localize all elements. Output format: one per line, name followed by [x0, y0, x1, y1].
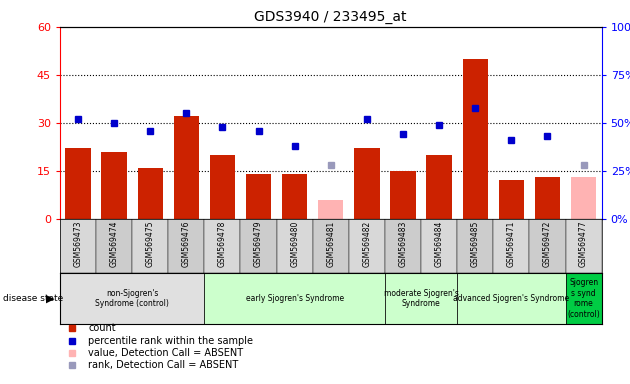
Text: GSM569476: GSM569476	[182, 220, 191, 267]
Bar	[385, 219, 421, 273]
Bar	[318, 200, 343, 219]
Bar	[174, 116, 199, 219]
Text: non-Sjogren's
Syndrome (control): non-Sjogren's Syndrome (control)	[95, 289, 169, 308]
Bar	[60, 273, 204, 324]
Bar	[168, 219, 204, 273]
Bar	[210, 155, 235, 219]
Text: GSM569478: GSM569478	[218, 220, 227, 267]
Text: moderate Sjogren's
Syndrome: moderate Sjogren's Syndrome	[384, 289, 459, 308]
Bar	[566, 273, 602, 324]
Bar	[277, 219, 312, 273]
Text: GSM569485: GSM569485	[471, 220, 479, 267]
Text: disease state: disease state	[3, 294, 64, 303]
Bar	[282, 174, 307, 219]
Bar	[427, 155, 452, 219]
Text: GSM569471: GSM569471	[507, 220, 516, 267]
Bar	[493, 219, 529, 273]
Bar	[246, 174, 271, 219]
Bar	[204, 273, 385, 324]
Text: GSM569474: GSM569474	[110, 220, 118, 267]
Text: GSM569475: GSM569475	[146, 220, 154, 267]
Bar	[241, 219, 277, 273]
Text: ▶: ▶	[46, 293, 54, 304]
Bar	[312, 219, 349, 273]
Bar	[421, 219, 457, 273]
Text: percentile rank within the sample: percentile rank within the sample	[88, 336, 253, 346]
Bar	[385, 273, 457, 324]
Bar	[204, 219, 241, 273]
Text: early Sjogren's Syndrome: early Sjogren's Syndrome	[246, 294, 344, 303]
Bar	[354, 149, 379, 219]
Text: GSM569483: GSM569483	[399, 220, 408, 267]
Text: Sjogren
s synd
rome
(control): Sjogren s synd rome (control)	[567, 278, 600, 319]
Text: GSM569479: GSM569479	[254, 220, 263, 267]
Text: GSM569481: GSM569481	[326, 220, 335, 267]
Title: GDS3940 / 233495_at: GDS3940 / 233495_at	[255, 10, 407, 25]
Bar	[566, 219, 602, 273]
Bar	[349, 219, 385, 273]
Text: value, Detection Call = ABSENT: value, Detection Call = ABSENT	[88, 348, 243, 358]
Text: GSM569484: GSM569484	[435, 220, 444, 267]
Bar	[101, 152, 127, 219]
Text: GSM569477: GSM569477	[579, 220, 588, 267]
Bar	[66, 149, 91, 219]
Text: GSM569482: GSM569482	[362, 220, 371, 267]
Text: rank, Detection Call = ABSENT: rank, Detection Call = ABSENT	[88, 360, 238, 370]
Bar	[60, 219, 96, 273]
Bar	[457, 219, 493, 273]
Text: GSM569472: GSM569472	[543, 220, 552, 267]
Bar	[96, 219, 132, 273]
Bar	[529, 219, 566, 273]
Bar	[391, 171, 416, 219]
Bar	[137, 168, 163, 219]
Bar	[499, 180, 524, 219]
Bar	[457, 273, 566, 324]
Text: GSM569480: GSM569480	[290, 220, 299, 267]
Bar	[132, 219, 168, 273]
Text: advanced Sjogren's Syndrome: advanced Sjogren's Syndrome	[454, 294, 570, 303]
Bar	[571, 177, 596, 219]
Bar	[535, 177, 560, 219]
Text: count: count	[88, 323, 116, 333]
Bar	[462, 59, 488, 219]
Text: GSM569473: GSM569473	[74, 220, 83, 267]
